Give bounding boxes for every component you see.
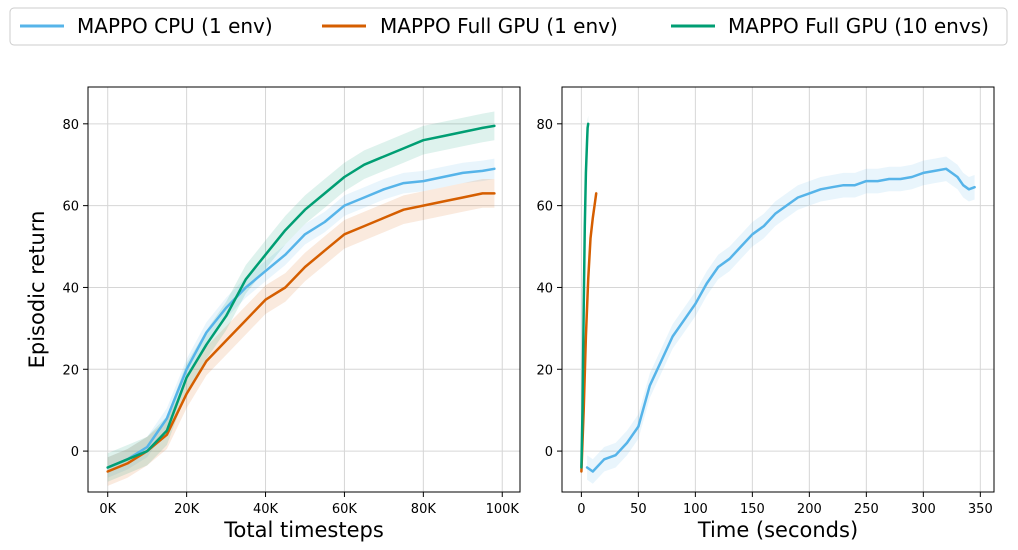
timesteps-y-tick-label: 40 [62, 281, 79, 296]
time-band-series-0 [587, 156, 975, 484]
time-axes-frame [561, 86, 995, 493]
legend-label-gpu-10envs: MAPPO Full GPU (10 envs) [728, 14, 989, 38]
timesteps-axes-frame [87, 86, 521, 493]
time-y-tick-label: 0 [545, 445, 553, 460]
legend-frame [9, 7, 1008, 46]
time-bands [581, 115, 975, 484]
time-y-tick-label: 20 [536, 363, 553, 378]
timesteps-x-tick-label: 20K [174, 502, 200, 517]
legend-label-cpu: MAPPO CPU (1 env) [77, 14, 273, 38]
timesteps-x-tick-label: 60K [332, 502, 358, 517]
timesteps-band-series-1 [107, 179, 495, 486]
time-x-tick-label: 150 [740, 502, 765, 517]
timesteps-y-tick-label: 20 [62, 363, 79, 378]
time-x-tick-label: 50 [630, 502, 647, 517]
time-line-series-1 [580, 192, 598, 473]
legend-label-gpu-1env: MAPPO Full GPU (1 env) [380, 14, 618, 38]
time-panel: 0 50 100 150 200 250 300 350 0 20 40 60 80 Time (sec… [536, 86, 995, 542]
timesteps-lines [106, 124, 496, 473]
timesteps-x-tick-label: 40K [253, 502, 279, 517]
timesteps-y-label: Episodic return [25, 211, 49, 369]
timesteps-x-tick-label: 100K [486, 502, 520, 517]
timesteps-grid [88, 87, 520, 492]
timesteps-x-label: Total timesteps [223, 518, 384, 542]
time-x-tick-label: 300 [911, 502, 936, 517]
timesteps-line-series-1 [106, 192, 496, 473]
time-x-tick-label: 350 [968, 502, 993, 517]
timesteps-line-series-0 [106, 167, 496, 469]
timesteps-band-series-2 [107, 111, 495, 482]
timesteps-line-series-2 [106, 124, 496, 469]
timesteps-x-tick-label: 0K [99, 502, 116, 517]
timesteps-band-series-0 [107, 158, 495, 478]
timesteps-ticks: 0K 20K 40K 60K 80K 100K 0 20 40 60 80 [62, 118, 519, 517]
timesteps-y-tick-label: 60 [62, 200, 79, 215]
timesteps-bands [107, 111, 495, 486]
timesteps-y-tick-label: 0 [71, 445, 79, 460]
time-y-tick-label: 60 [536, 200, 553, 215]
time-y-tick-label: 40 [536, 281, 553, 296]
time-x-tick-label: 100 [683, 502, 708, 517]
time-y-tick-label: 80 [536, 118, 553, 133]
time-line-series-2 [580, 122, 590, 469]
timesteps-x-tick-label: 80K [411, 502, 437, 517]
time-x-tick-label: 0 [577, 502, 585, 517]
timesteps-panel: 0K 20K 40K 60K 80K 100K 0 20 40 60 80 Total timest… [25, 86, 521, 542]
time-lines [580, 122, 976, 473]
time-ticks: 0 50 100 150 200 250 300 350 0 20 40 60 80 [536, 118, 992, 517]
time-x-tick-label: 250 [854, 502, 879, 517]
timesteps-y-tick-label: 80 [62, 118, 79, 133]
time-x-label: Time (seconds) [697, 518, 858, 542]
legend: MAPPO CPU (1 env) MAPPO Full GPU (1 env)… [9, 7, 1008, 46]
time-x-tick-label: 200 [797, 502, 822, 517]
time-line-series-0 [585, 167, 976, 473]
